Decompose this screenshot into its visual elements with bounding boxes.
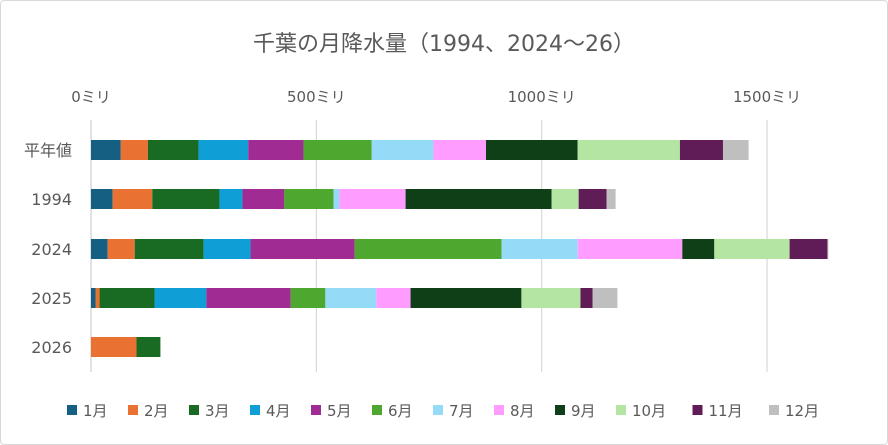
- legend-swatch: [769, 405, 779, 415]
- bar-segment: [91, 140, 121, 160]
- bar-segment: [592, 288, 618, 308]
- category-label: 2024: [31, 240, 72, 259]
- bar-segment: [284, 189, 334, 209]
- legend-swatch: [692, 405, 703, 415]
- bar-segment: [521, 288, 581, 308]
- x-tick-label: 1500ミリ: [733, 88, 801, 106]
- x-tick-label: 0ミリ: [71, 88, 111, 106]
- x-tick-label: 1000ミリ: [508, 88, 576, 106]
- bar-segment: [433, 140, 486, 160]
- bar-segment: [242, 189, 285, 209]
- legend-swatch: [616, 405, 626, 415]
- x-tick-label: 500ミリ: [287, 88, 346, 106]
- legend-label: 2月: [144, 402, 169, 420]
- bar-segment: [580, 288, 593, 308]
- legend-swatch: [433, 405, 443, 415]
- bar-segment: [371, 140, 434, 160]
- legend-label: 11月: [709, 402, 743, 420]
- bar-segment: [112, 189, 153, 209]
- bar-segment: [99, 288, 155, 308]
- chart-title: 千葉の月降水量（1994、2024～26）: [253, 32, 635, 57]
- bar-segment: [501, 239, 578, 259]
- bar-segment: [339, 189, 406, 209]
- bar-segment: [551, 189, 579, 209]
- bar-segment: [91, 189, 113, 209]
- bar-segment: [333, 189, 340, 209]
- legend-label: 7月: [449, 402, 474, 420]
- bar-segment: [219, 189, 243, 209]
- bar-segment: [405, 189, 552, 209]
- legend-label: 10月: [632, 402, 666, 420]
- bar-segment: [682, 239, 715, 259]
- bar-segment: [95, 288, 100, 308]
- legend-label: 3月: [205, 402, 230, 420]
- legend-swatch: [189, 405, 199, 415]
- bar-segment: [206, 288, 291, 308]
- category-label: 2026: [31, 338, 72, 357]
- bar-segment: [376, 288, 411, 308]
- bar-segment: [248, 140, 304, 160]
- legend-swatch: [67, 405, 77, 415]
- bar-segment: [714, 239, 790, 259]
- bar-segment: [198, 140, 249, 160]
- bar-segment: [722, 140, 749, 160]
- legend-label: 12月: [785, 402, 819, 420]
- legend-swatch: [311, 405, 321, 415]
- legend-swatch: [555, 405, 565, 415]
- bar-segment: [91, 239, 108, 259]
- legend-label: 4月: [266, 402, 291, 420]
- legend-label: 8月: [510, 402, 535, 420]
- legend-label: 5月: [327, 402, 352, 420]
- bar-segment: [154, 288, 207, 308]
- category-label: 平年値: [24, 141, 72, 160]
- bar-segment: [606, 189, 616, 209]
- bar-segment: [120, 140, 148, 160]
- bar-segment: [91, 337, 137, 357]
- bar-segment: [107, 239, 135, 259]
- legend-swatch: [128, 405, 138, 415]
- bar-segment: [410, 288, 522, 308]
- bar-segment: [325, 288, 377, 308]
- bar-segment: [577, 140, 680, 160]
- bar-segment: [354, 239, 502, 259]
- category-label: 1994: [31, 190, 72, 209]
- bar-segment: [136, 337, 161, 357]
- bar-segment: [152, 189, 220, 209]
- bar-segment: [134, 239, 204, 259]
- category-label: 2025: [31, 289, 72, 308]
- legend-label: 6月: [388, 402, 413, 420]
- bar-segment: [679, 140, 723, 160]
- bar-segment: [789, 239, 828, 259]
- bar-segment: [577, 239, 683, 259]
- bar-segment: [485, 140, 578, 160]
- bar-segment: [290, 288, 326, 308]
- bar-segment: [91, 288, 96, 308]
- bar-segment: [147, 140, 199, 160]
- bar-segment: [578, 189, 607, 209]
- bar-segment: [250, 239, 355, 259]
- bar-segment: [303, 140, 372, 160]
- legend-swatch: [372, 405, 382, 415]
- legend-label: 1月: [83, 402, 108, 420]
- legend-swatch: [250, 405, 260, 415]
- legend-swatch: [494, 405, 504, 415]
- legend-label: 9月: [571, 402, 596, 420]
- bar-segment: [827, 239, 829, 259]
- bar-segment: [203, 239, 251, 259]
